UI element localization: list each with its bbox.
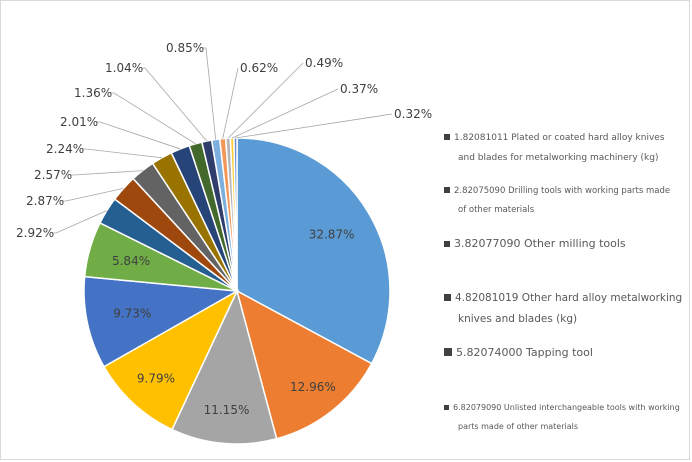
legend-text: parts made of other materials xyxy=(458,422,579,431)
leader-line-11 xyxy=(96,121,181,150)
legend-text: 5.82074000 Tapping tool xyxy=(456,346,593,359)
legend-text: of other materials xyxy=(458,205,535,215)
pie-slice-4 xyxy=(102,289,239,431)
slice-label-3: 11.15% xyxy=(204,403,250,417)
leader-line-14 xyxy=(202,47,217,140)
pie-slice-1 xyxy=(236,137,391,365)
leader-line-17 xyxy=(231,88,339,139)
slice-label-18: 0.32% xyxy=(394,107,432,121)
pie-slice-2 xyxy=(235,289,373,440)
legend-item-1: 1.82081011 Plated or coated hard alloy k… xyxy=(444,128,688,168)
leader-line-7 xyxy=(52,210,107,234)
legend-item-2: 2.82075090 Drilling tools with working p… xyxy=(444,182,688,220)
slice-label-2: 12.96% xyxy=(290,380,336,394)
legend-item-4: 4.82081019 Other hard alloy metalworking… xyxy=(444,288,688,330)
slice-label-11: 2.01% xyxy=(60,115,98,129)
legend-text: 3.82077090 Other milling tools xyxy=(454,237,626,250)
leader-line-9 xyxy=(70,170,143,176)
legend-swatch-1 xyxy=(444,134,450,140)
legend-text: and blades for metalworking machinery (k… xyxy=(458,153,659,163)
slice-label-14: 0.85% xyxy=(166,41,204,55)
leader-line-8 xyxy=(62,188,124,202)
legend-text: 2.82075090 Drilling tools with working p… xyxy=(454,186,671,196)
slice-label-6: 5.84% xyxy=(112,254,150,268)
legend: 1.82081011 Plated or coated hard alloy k… xyxy=(444,0,690,462)
slice-label-5: 9.73% xyxy=(113,306,151,320)
legend-text: 4.82081019 Other hard alloy metalworking xyxy=(455,292,683,304)
slice-label-8: 2.87% xyxy=(26,194,64,208)
slice-label-13: 1.04% xyxy=(105,61,143,75)
legend-swatch-3 xyxy=(444,241,450,247)
pie-slice-3 xyxy=(171,288,278,445)
legend-text: 6.82079090 Unlisted interchangeable tool… xyxy=(453,403,680,412)
pie-slice-5 xyxy=(83,275,240,368)
slice-label-17: 0.37% xyxy=(340,82,378,96)
slice-label-10: 2.24% xyxy=(46,142,84,156)
slice-label-4: 9.79% xyxy=(137,372,175,386)
legend-item-6: 6.82079090 Unlisted interchangeable tool… xyxy=(444,398,688,436)
legend-item-3: 3.82077090 Other milling tools xyxy=(444,234,688,254)
slice-label-12: 1.36% xyxy=(74,86,112,100)
slice-label-9: 2.57% xyxy=(34,168,72,182)
legend-swatch-5 xyxy=(444,348,452,356)
legend-item-5: 5.82074000 Tapping tool xyxy=(444,343,688,363)
slice-label-16: 0.49% xyxy=(305,56,343,70)
pie-chart: 32.87% 12.96% 11.15% 9.79% 9.73% 5.84% 2.92% 2.… xyxy=(16,41,432,445)
leader-line-10 xyxy=(82,148,162,159)
legend-text: 1.82081011 Plated or coated hard alloy k… xyxy=(454,133,665,143)
legend-swatch-2 xyxy=(444,187,450,193)
slice-label-1: 32.87% xyxy=(309,228,355,242)
legend-swatch-4 xyxy=(444,294,451,301)
leader-line-18 xyxy=(235,113,393,139)
slice-label-7: 2.92% xyxy=(16,226,54,240)
legend-text: knives and blades (kg) xyxy=(458,313,578,325)
leader-line-16 xyxy=(227,62,304,139)
slice-label-15: 0.62% xyxy=(240,61,278,75)
leader-line-13 xyxy=(141,67,208,142)
leader-line-15 xyxy=(222,67,239,139)
leader-line-12 xyxy=(110,92,196,145)
legend-swatch-6 xyxy=(444,405,449,410)
